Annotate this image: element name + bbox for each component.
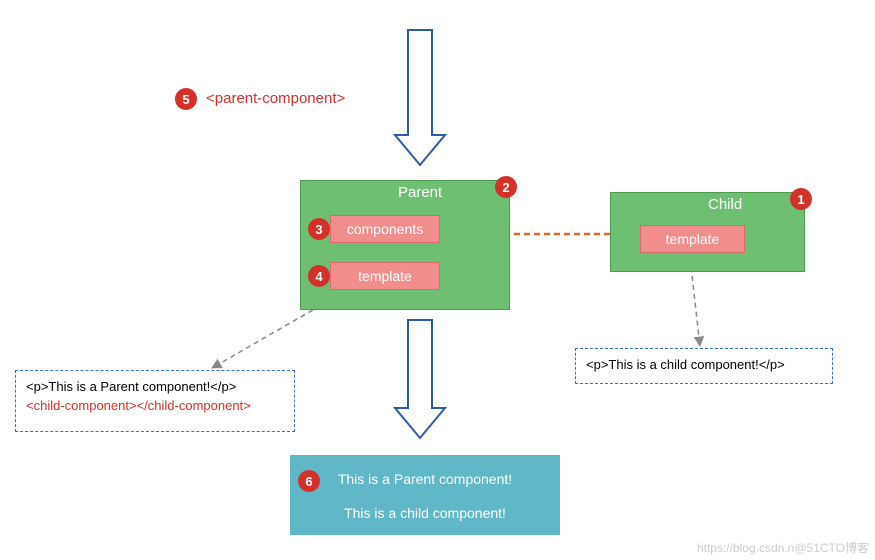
arrow-bottom xyxy=(395,320,445,438)
parent-code-line2: <child-component></child-component> xyxy=(26,398,284,413)
parent-template-box: template xyxy=(330,262,440,290)
parent-code-box: <p>This is a Parent component!</p> <chil… xyxy=(15,370,295,432)
result-line1: This is a Parent component! xyxy=(300,471,550,487)
result-line2: This is a child component! xyxy=(300,505,550,521)
parent-components-box: components xyxy=(330,215,440,243)
arrow-top xyxy=(395,30,445,165)
child-box-title: Child xyxy=(708,196,742,213)
result-box: This is a Parent component! This is a ch… xyxy=(290,455,560,535)
parent-component-tag-label: <parent-component> xyxy=(206,90,345,107)
child-code-box: <p>This is a child component!</p> xyxy=(575,348,833,384)
badge-2: 2 xyxy=(495,176,517,198)
parent-box-title: Parent xyxy=(398,184,442,201)
badge-5: 5 xyxy=(175,88,197,110)
badge-3: 3 xyxy=(308,218,330,240)
badge-4: 4 xyxy=(308,265,330,287)
badge-6: 6 xyxy=(298,470,320,492)
parent-code-line1: <p>This is a Parent component!</p> xyxy=(26,379,284,394)
watermark: https://blog.csdn.n@51CTO博客 xyxy=(697,539,869,556)
badge-1: 1 xyxy=(790,188,812,210)
child-code-line1: <p>This is a child component!</p> xyxy=(586,357,822,372)
child-template-box: template xyxy=(640,225,745,253)
